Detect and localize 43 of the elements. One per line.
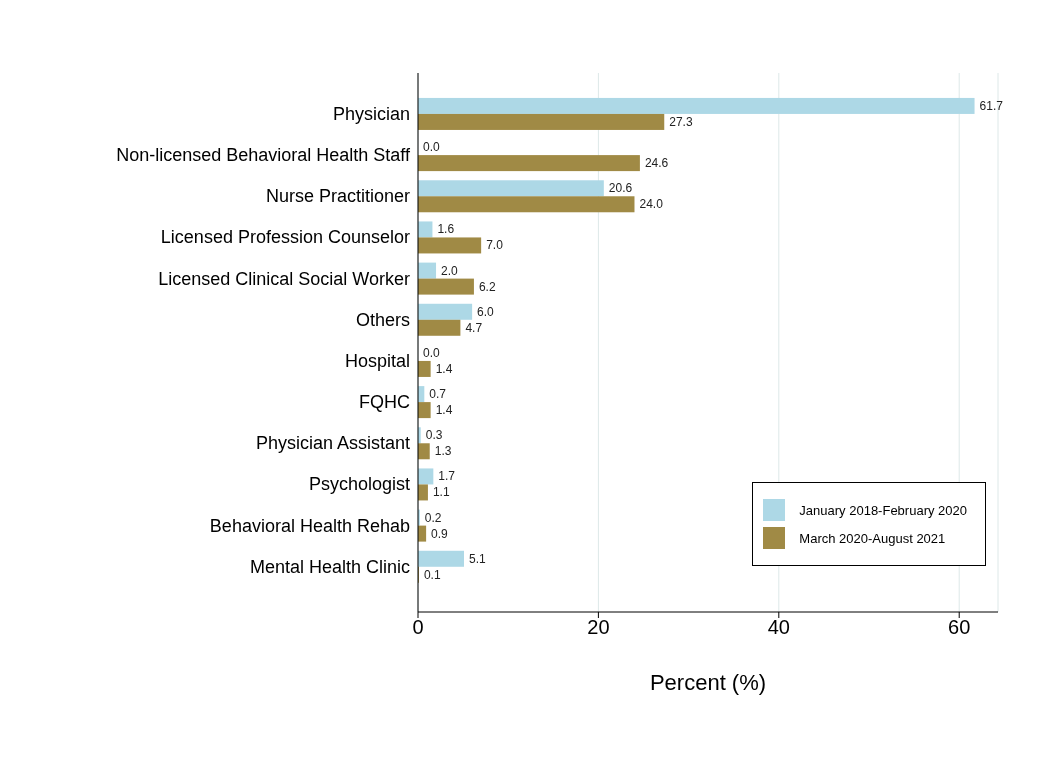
data-label: 61.7 — [979, 98, 1004, 113]
y-tick-label: Nurse Practitioner — [265, 186, 410, 207]
x-tick-label: 20 — [587, 616, 610, 639]
data-label: 1.7 — [438, 469, 456, 484]
y-tick-label: Licensed Profession Counselor — [160, 227, 410, 248]
y-tick-label: Psychologist — [308, 474, 410, 495]
data-label: 0.0 — [423, 140, 441, 155]
data-label: 2.0 — [441, 263, 459, 278]
x-tick-label: 0 — [412, 616, 424, 639]
x-tick-label: 60 — [948, 616, 971, 639]
data-label: 6.0 — [477, 304, 495, 319]
x-axis-title: Percent (%) — [649, 670, 767, 695]
data-label: 0.9 — [431, 526, 449, 541]
data-label: 0.2 — [424, 510, 442, 525]
data-label: 6.2 — [478, 279, 496, 294]
data-label: 1.3 — [434, 444, 452, 459]
data-label: 1.6 — [437, 222, 455, 237]
data-label: 0.3 — [425, 428, 443, 443]
data-label: 1.1 — [432, 485, 450, 500]
data-label: 20.6 — [608, 181, 633, 196]
legend-label: January 2018-February 2020 — [799, 502, 967, 518]
data-label: 0.1 — [423, 567, 441, 582]
data-label: 24.0 — [639, 197, 664, 212]
data-label: 24.6 — [644, 156, 669, 171]
y-tick-label: Behavioral Health Rehab — [209, 515, 410, 536]
data-label: 0.0 — [423, 345, 441, 360]
y-tick-label: Licensed Clinical Social Worker — [158, 268, 410, 289]
legend-label: March 2020-August 2021 — [799, 530, 946, 546]
y-tick-label: Physician — [332, 103, 410, 124]
x-tick-label: 40 — [767, 616, 790, 639]
y-tick-label: Non-licensed Behavioral Health Staff — [116, 145, 411, 166]
data-label: 27.3 — [669, 114, 693, 129]
data-label: 1.4 — [435, 361, 453, 376]
y-tick-label: Others — [355, 309, 410, 330]
data-label: 0.7 — [429, 387, 447, 402]
y-tick-label: Mental Health Clinic — [249, 556, 410, 577]
data-label: 7.0 — [486, 238, 504, 253]
y-tick-label: Physician Assistant — [255, 433, 410, 454]
data-label: 5.1 — [469, 551, 487, 566]
y-tick-label: FQHC — [359, 392, 410, 413]
data-label: 1.4 — [435, 403, 453, 418]
data-label: 4.7 — [465, 320, 483, 335]
y-tick-label: Hospital — [344, 350, 410, 371]
